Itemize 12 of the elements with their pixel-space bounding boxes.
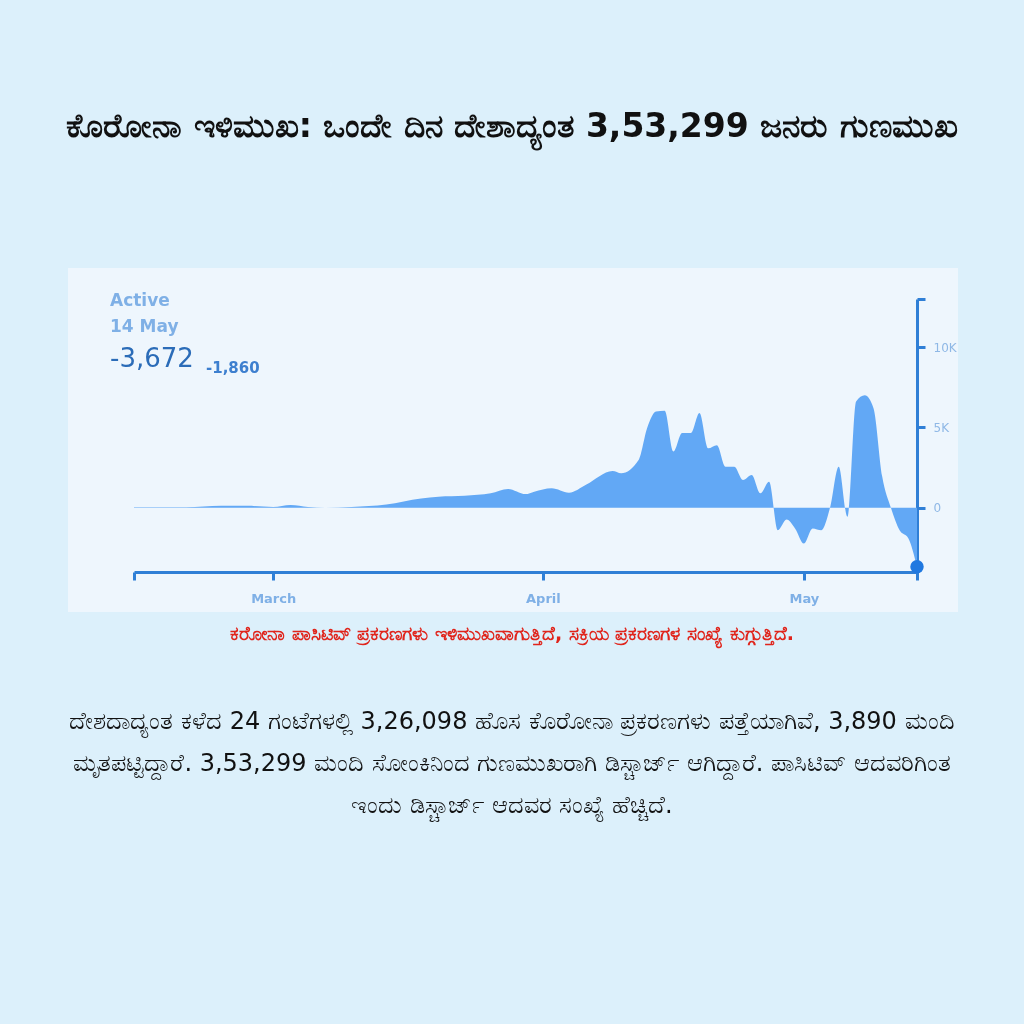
text: ದೇಶದಾದ್ಯಂತ ಕಳೆದ 24 ಗಂಟೆಗಳಲ್ಲಿ 3,26,098 ಹೊಸ ಕೊರೋನಾ ಪ್ರಕರಣಗಳು ಪತ್ತೆಯಾಗಿವೆ, 3,890 ಮಂದಿ ಮೃತಪಟ್ಟಿದ್ದಾರೆ. 3,53,299 ಮಂದಿ ಸೋಂಕಿನಿಂದ ಗುಣಮುಖರಾಗಿ ಡಿಸ್ಚಾರ್ಜ್ ಆಗಿದ್ದಾರೆ. ಪಾಸಿಟಿವ್ ಆದವರಿಗಿಂತ ಇಂದು ಡಿಸ್ಚಾರ್ಜ್ ಆದವರ ಸಂಖ್ಯೆ ಹೆಚ್ಚಿದೆ. (68, 706, 956, 824)
annotation: -3,672 (110, 343, 194, 373)
y-tick-label: 0 (933, 501, 942, 516)
x-tick-label: March (251, 590, 297, 606)
annotation: Active (110, 290, 170, 310)
chart-title: ಕೊರೋನಾ ಇಳಿಮುಖ: ಒಂದೇ ದಿನ ದೇಶಾದ್ಯಂತ 3,53,299 ಜನರು ಗುಣಮುಖ (65, 105, 959, 152)
x-tick-label: May (789, 590, 820, 606)
annotation: 14 May (110, 316, 179, 336)
x-tick-label: April (526, 590, 561, 606)
y-tick-label: 5K (933, 420, 951, 435)
y-tick-label: 10K (933, 340, 958, 355)
annotation: -1,860 (206, 359, 260, 377)
